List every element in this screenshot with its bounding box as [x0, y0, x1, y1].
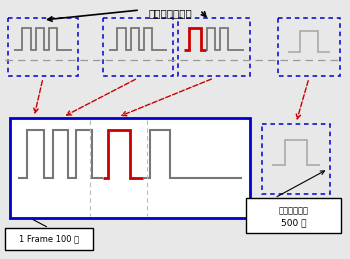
Text: 示波器螢光幕: 示波器螢光幕	[279, 207, 308, 216]
Bar	[178, 18, 250, 76]
Bar	[262, 124, 330, 194]
Text: 500 點: 500 點	[281, 219, 306, 228]
Bar	[10, 118, 250, 218]
Text: 1 Frame 100 點: 1 Frame 100 點	[19, 234, 79, 243]
Bar	[278, 18, 340, 76]
Bar	[103, 18, 173, 76]
Bar	[8, 18, 78, 76]
Bar	[5, 228, 93, 250]
Bar	[246, 198, 341, 233]
Text: 數位示波器取樣: 數位示波器取樣	[148, 8, 192, 18]
